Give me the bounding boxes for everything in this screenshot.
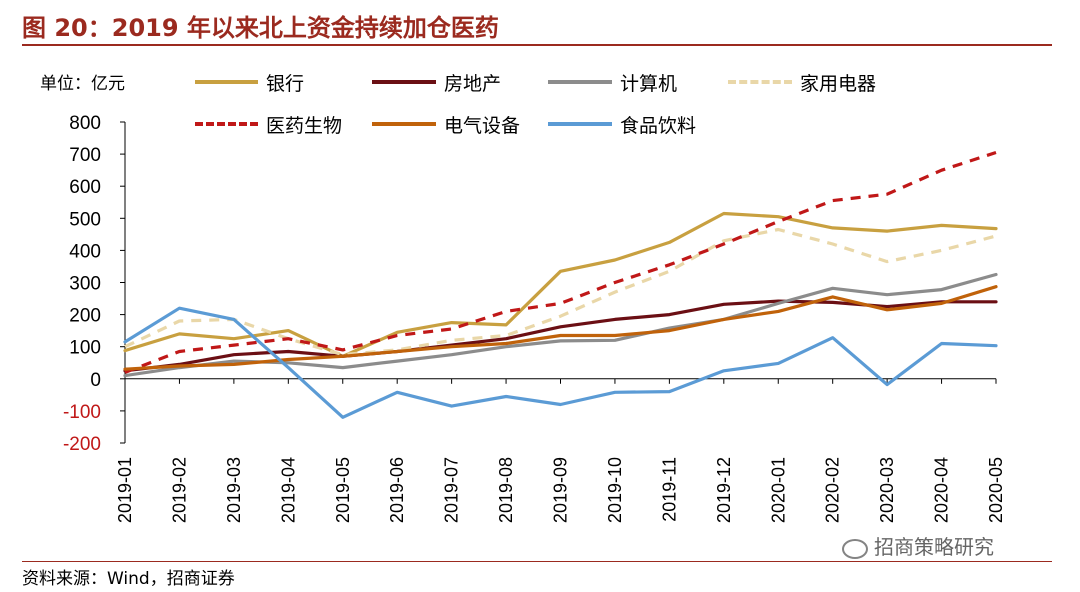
x-tick-label: 2020-04 xyxy=(932,457,952,523)
y-tick-label: 500 xyxy=(69,209,101,230)
x-tick-label: 2020-01 xyxy=(768,457,788,523)
legend-swatch xyxy=(195,80,258,84)
legend-label: 食品饮料 xyxy=(620,115,697,137)
series-line xyxy=(123,285,998,371)
chart-area: 800 700 600 500 400 300 200 100 0 -100 -200 2019-01… xyxy=(63,113,1006,523)
y-tick-label: 200 xyxy=(69,306,101,327)
legend-label: 房地产 xyxy=(444,73,502,95)
x-tick-label: 2019-05 xyxy=(333,457,353,523)
x-tick-label: 2019-10 xyxy=(605,457,625,523)
x-tick-label: 2020-02 xyxy=(823,457,843,523)
y-tick-label: 600 xyxy=(69,177,101,198)
x-tick-label: 2019-08 xyxy=(496,457,516,523)
legend-swatch xyxy=(372,80,436,84)
source-note: 资料来源：Wind，招商证券 xyxy=(22,569,235,589)
x-tick-label: 2020-05 xyxy=(986,457,1006,523)
title-bar: 图 20：2019 年以来北上资金持续加仓医药 xyxy=(22,8,1052,46)
legend-swatch xyxy=(195,122,258,126)
figure-title: 图 20：2019 年以来北上资金持续加仓医药 xyxy=(22,14,499,42)
y-tick-label: 700 xyxy=(69,145,101,166)
legend-label: 电气设备 xyxy=(444,115,521,137)
legend-label: 家用电器 xyxy=(800,73,877,95)
x-tick-label: 2019-03 xyxy=(224,457,244,523)
y-tick-label: 400 xyxy=(69,241,101,262)
series-line xyxy=(123,306,998,419)
legend-label: 银行 xyxy=(266,73,305,95)
y-tick-label: 100 xyxy=(69,338,101,359)
legend-swatch xyxy=(548,80,612,84)
legend-swatch xyxy=(548,122,612,126)
series-line xyxy=(124,150,997,374)
wechat-icon xyxy=(842,538,868,559)
y-tick-label: -100 xyxy=(63,402,101,423)
x-tick-label: 2019-04 xyxy=(278,457,298,523)
series-line xyxy=(123,272,998,378)
x-tick-label: 2019-09 xyxy=(551,457,571,523)
watermark-text: 招商策略研究 xyxy=(874,535,994,559)
y-tick-label: 300 xyxy=(69,274,101,295)
unit-label: 单位：亿元 xyxy=(40,74,125,94)
y-tick-label: 800 xyxy=(69,113,101,134)
legend-swatch xyxy=(728,80,792,84)
legend-swatch xyxy=(372,122,436,126)
x-tick-label: 2019-01 xyxy=(115,457,135,523)
x-tick-label: 2019-02 xyxy=(169,457,189,523)
series-line xyxy=(124,227,997,357)
y-tick-label: -200 xyxy=(63,434,101,455)
x-tick-label: 2020-03 xyxy=(877,457,897,523)
source-rule xyxy=(22,561,1052,562)
watermark: 招商策略研究 xyxy=(842,531,994,560)
x-tick-label: 2019-06 xyxy=(387,457,407,523)
legend-label: 计算机 xyxy=(620,73,678,95)
x-tick-label: 2019-07 xyxy=(442,457,462,523)
title-rule xyxy=(22,44,1052,46)
x-tick-label: 2019-11 xyxy=(659,457,679,522)
y-tick-label: 0 xyxy=(90,370,101,391)
x-tick-label: 2019-12 xyxy=(714,457,734,523)
legend-label: 医药生物 xyxy=(266,115,343,137)
